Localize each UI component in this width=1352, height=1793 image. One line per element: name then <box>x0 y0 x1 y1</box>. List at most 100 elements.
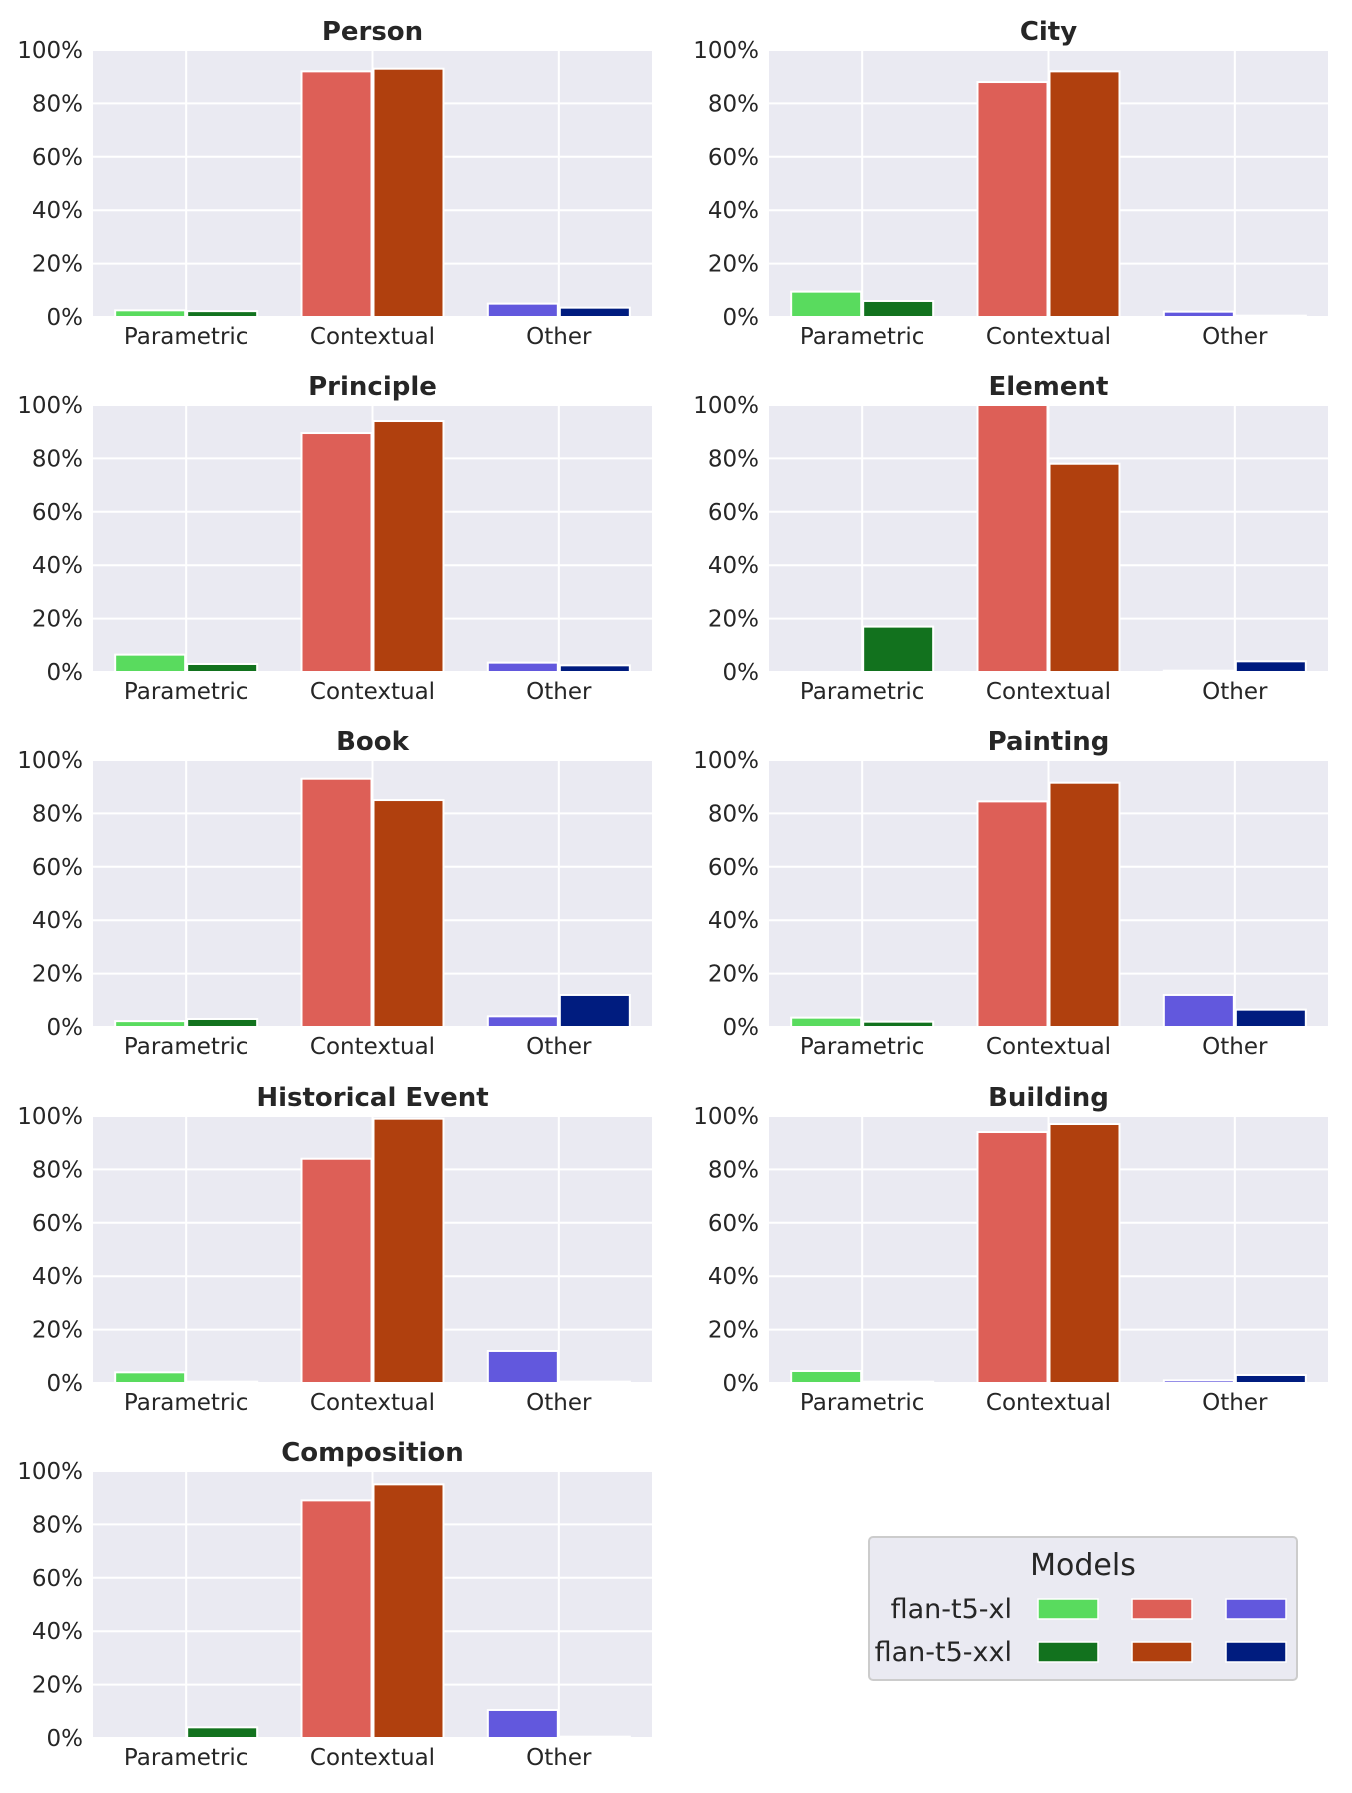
bar-contextual-flan-t5-xl <box>300 1157 373 1384</box>
bar-parametric-flan-t5-xxl <box>862 1020 935 1028</box>
bar-other-flan-t5-xl <box>1162 1379 1235 1384</box>
bar-parametric-flan-t5-xxl <box>186 310 259 319</box>
bar-other-flan-t5-xxl <box>1234 1008 1307 1029</box>
x-tick-label: Other <box>1202 324 1268 350</box>
panel-painting: 0% 20% 40% 60% 80% 100% Parametric Contextual Ot… <box>693 727 1328 1060</box>
y-tick-label: 20% <box>32 1673 83 1699</box>
x-tick-label: Parametric <box>124 1034 249 1060</box>
bar-other-flan-t5-xxl <box>558 993 631 1029</box>
x-tick-label: Other <box>526 324 592 350</box>
panel-building: 0% 20% 40% 60% 80% 100% Parametric Contextual Ot… <box>693 1083 1328 1416</box>
y-tick-label: 60% <box>32 500 83 526</box>
y-tick-label: 40% <box>32 1264 83 1290</box>
bar-contextual-flan-t5-xl <box>976 800 1049 1029</box>
y-tick-label: 0% <box>47 305 84 331</box>
x-tick-label: Contextual <box>310 1034 435 1060</box>
x-tick-label: Parametric <box>124 324 249 350</box>
y-tick-label: 0% <box>723 1015 760 1041</box>
bar-parametric-flan-t5-xl <box>790 1369 863 1384</box>
y-tick-label: 40% <box>708 1264 759 1290</box>
y-tick-label: 80% <box>32 1157 83 1183</box>
bar-parametric-flan-t5-xxl <box>186 1017 259 1028</box>
x-tick-label: Contextual <box>986 1390 1111 1416</box>
y-tick-label: 60% <box>32 1211 83 1237</box>
x-tick-label: Parametric <box>800 1390 925 1416</box>
legend: Models flan-t5-xl flan-t5-xxl <box>868 1536 1298 1681</box>
panel-element: 0% 20% 40% 60% 80% 100% Parametric Contextual Ot… <box>693 372 1328 705</box>
x-tick-label: Parametric <box>124 1390 249 1416</box>
panel-title: Composition <box>281 1438 464 1468</box>
bar-other-flan-t5-xxl <box>558 1735 631 1740</box>
y-tick-label: 40% <box>32 1619 83 1645</box>
y-tick-label: 20% <box>32 252 83 278</box>
y-tick-label: 80% <box>708 446 759 472</box>
bar-other-flan-t5-xxl <box>1234 1373 1307 1384</box>
bar-other-flan-t5-xxl <box>1234 660 1307 674</box>
bar-other-flan-t5-xxl <box>558 1380 631 1385</box>
y-tick-label: 80% <box>32 446 83 472</box>
x-tick-label: Parametric <box>800 1034 925 1060</box>
panel-principle: 0% 20% 40% 60% 80% 100% Parametric Contextual Ot… <box>17 372 652 705</box>
bar-other-flan-t5-xxl <box>1234 314 1307 319</box>
y-tick-label: 0% <box>47 660 84 686</box>
bar-contextual-flan-t5-xl <box>976 404 1049 673</box>
legend-swatch-parametric-flan-t5-xl <box>1037 1598 1099 1620</box>
legend-swatch-parametric-flan-t5-xxl <box>1037 1641 1099 1663</box>
y-tick-label: 80% <box>32 1512 83 1538</box>
bar-contextual-flan-t5-xl <box>300 777 373 1028</box>
y-tick-label: 0% <box>723 305 760 331</box>
x-tick-label: Other <box>526 679 592 705</box>
bar-contextual-flan-t5-xxl <box>1048 1123 1121 1384</box>
y-tick-label: 40% <box>32 198 83 224</box>
bar-other-flan-t5-xl <box>486 302 559 318</box>
x-tick-label: Other <box>526 1034 592 1060</box>
y-tick-label: 0% <box>723 1371 760 1397</box>
bar-parametric-flan-t5-xl <box>114 1371 187 1384</box>
x-tick-label: Contextual <box>986 1034 1111 1060</box>
bar-contextual-flan-t5-xl <box>300 70 373 318</box>
y-tick-label: 0% <box>47 1015 84 1041</box>
y-tick-label: 60% <box>32 855 83 881</box>
bar-other-flan-t5-xl <box>486 661 559 674</box>
y-tick-label: 60% <box>32 1566 83 1592</box>
bar-parametric-flan-t5-xl <box>114 1020 187 1028</box>
y-tick-label: 60% <box>708 1211 759 1237</box>
bar-parametric-flan-t5-xxl <box>186 1380 259 1385</box>
legend-title: Models <box>1030 1548 1136 1583</box>
bar-parametric-flan-t5-xl <box>114 653 187 674</box>
panel-book: 0% 20% 40% 60% 80% 100% Parametric Contextual Ot… <box>17 727 652 1060</box>
y-tick-label: 40% <box>32 908 83 934</box>
legend-swatch-contextual-flan-t5-xxl <box>1131 1641 1193 1663</box>
x-tick-label: Contextual <box>310 1745 435 1771</box>
y-tick-label: 60% <box>32 145 83 171</box>
bar-parametric-flan-t5-xxl <box>186 1726 259 1739</box>
panel-title: Element <box>989 372 1109 402</box>
y-tick-label: 100% <box>17 748 83 774</box>
panel-person: 0% 20% 40% 60% 80% 100% Parametric Contextual Ot… <box>17 17 652 350</box>
y-tick-label: 60% <box>708 145 759 171</box>
y-tick-label: 40% <box>708 198 759 224</box>
y-tick-label: 80% <box>708 1157 759 1183</box>
bar-other-flan-t5-xl <box>1162 993 1235 1029</box>
panel-historical-event: 0% 20% 40% 60% 80% 100% Parametric Contextual Ot… <box>17 1083 652 1416</box>
bar-contextual-flan-t5-xxl <box>372 1483 445 1739</box>
y-tick-label: 20% <box>32 1318 83 1344</box>
legend-swatch-other-flan-t5-xxl <box>1225 1641 1287 1663</box>
y-tick-label: 100% <box>693 1104 759 1130</box>
y-tick-label: 100% <box>17 393 83 419</box>
bar-other-flan-t5-xl <box>1162 669 1235 673</box>
x-tick-label: Other <box>1202 1390 1268 1416</box>
bar-parametric-flan-t5-xl <box>790 290 863 319</box>
bar-contextual-flan-t5-xl <box>300 1499 373 1739</box>
x-tick-label: Contextual <box>986 324 1111 350</box>
x-tick-label: Parametric <box>800 324 925 350</box>
y-tick-label: 100% <box>17 1459 83 1485</box>
y-tick-label: 20% <box>708 1318 759 1344</box>
bar-parametric-flan-t5-xl <box>114 309 187 319</box>
bar-parametric-flan-t5-xl <box>790 1016 863 1029</box>
bar-parametric-flan-t5-xxl <box>186 662 259 673</box>
bar-parametric-flan-t5-xxl <box>862 1380 935 1385</box>
y-tick-label: 40% <box>32 553 83 579</box>
panel-title: Person <box>322 17 423 47</box>
